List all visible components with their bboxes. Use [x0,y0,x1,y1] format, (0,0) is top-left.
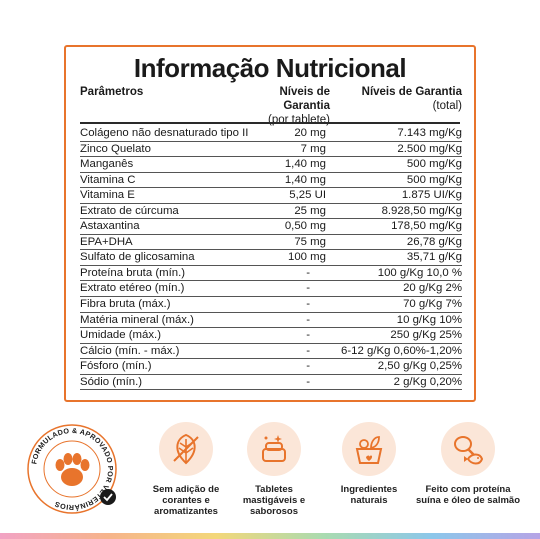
table-row: Sulfato de glicosamina 100 mg 35,71 g/Kg [80,250,462,266]
table-row: Umidade (máx.) - 250 g/Kg 25% [80,328,462,344]
feature-pork-salmon: Feito com proteína suína e óleo de salmã… [416,422,520,506]
row-total: 26,78 g/Kg [406,235,462,248]
row-per-tablet: - [306,375,310,388]
feature-label: Ingredientes naturais [340,484,398,506]
table-row: Vitamina E 5,25 UI 1.875 UI/Kg [80,188,462,204]
row-parameter: Fibra bruta (máx.) [80,298,171,311]
row-total: 250 g/Kg 25% [390,329,462,342]
row-total: 70 g/Kg 7% [403,298,462,311]
row-total: 100 g/Kg 10,0 % [377,266,462,279]
feature-icon-bg [159,422,213,476]
row-parameter: Umidade (máx.) [80,329,162,342]
row-total: 10 g/Kg 10% [396,313,462,326]
row-parameter: Matéria mineral (máx.) [80,313,194,326]
row-total: 1.875 UI/Kg [401,189,462,202]
row-parameter: Sódio (mín.) [80,375,143,388]
row-parameter: Proteína bruta (mín.) [80,266,186,279]
table-row: Fibra bruta (máx.) - 70 g/Kg 7% [80,297,462,313]
header-divider [80,122,460,124]
row-parameter: Zinco Quelato [80,142,151,155]
row-parameter: Vitamina C [80,173,136,186]
feature-natural-ingredients: Ingredientes naturais [324,422,414,506]
feature-icon-bg [247,422,301,476]
row-total: 2.500 mg/Kg [397,142,462,155]
row-parameter: Astaxantina [80,220,140,233]
table-row: Sódio (mín.) - 2 g/Kg 0,20% [80,375,462,391]
table-row: Colágeno não desnaturado tipo II 20 mg 7.1… [80,126,462,142]
table-row: Manganês 1,40 mg 500 mg/Kg [80,157,462,173]
row-total: 2 g/Kg 0,20% [393,375,462,388]
table-row: Cálcio (mín. - máx.) - 6-12 g/Kg 0,60%-1,2… [80,344,462,360]
row-total: 6-12 g/Kg 0,60%-1,20% [341,344,462,357]
row-per-tablet: - [306,313,310,326]
row-parameter: EPA+DHA [80,235,133,248]
meat-fish-icon [454,436,484,465]
nutrition-table-card: Informação Nutricional Parâmetros Níveis… [64,45,476,402]
feature-icon-bg [342,422,396,476]
leaf-icon [173,433,199,465]
table-row: Extrato etéreo (mín.) - 20 g/Kg 2% [80,281,462,298]
table-row: Fósforo (mín.) - 2,50 g/Kg 0,25% [80,359,462,375]
row-per-tablet: - [306,282,310,295]
row-parameter: Fósforo (mín.) [80,360,152,373]
row-per-tablet: 20 mg [294,127,326,139]
check-seal-icon [100,489,116,505]
row-parameter: Cálcio (mín. - máx.) [80,344,180,357]
row-per-tablet: 100 mg [288,251,326,264]
feature-label: Tabletes mastigáveis e saborosos [242,484,306,517]
table-row: Zinco Quelato 7 mg 2.500 mg/Kg [80,142,462,158]
nutrition-rows: Colágeno não desnaturado tipo II 20 mg 7.1… [80,126,462,391]
header-per-tablet-sub: (por tablete) [267,114,330,126]
row-total: 35,71 g/Kg [406,251,462,264]
row-total: 7.143 mg/Kg [397,127,462,139]
header-total: Níveis de Garantia (total) [350,85,462,113]
table-row: Vitamina C 1,40 mg 500 mg/Kg [80,173,462,189]
row-per-tablet: 25 mg [294,204,326,217]
rainbow-footer-bar [0,533,540,539]
row-per-tablet: - [306,360,310,373]
row-parameter: Vitamina E [80,189,135,202]
row-per-tablet: 0,50 mg [284,220,326,233]
row-parameter: Colágeno não desnaturado tipo II [80,127,249,139]
ingredients-basket-icon [355,436,383,464]
table-row: Matéria mineral (máx.) - 10 g/Kg 10% [80,313,462,329]
row-parameter: Extrato de cúrcuma [80,204,179,217]
row-per-tablet: 75 mg [294,235,326,248]
header-total-sub: (total) [432,100,462,112]
feature-chewable-tablets: Tabletes mastigáveis e saborosos [233,422,315,517]
row-total: 178,50 mg/Kg [391,220,462,233]
row-per-tablet: 5,25 UI [289,189,326,202]
paw-icon [55,453,90,486]
row-parameter: Extrato etéreo (mín.) [80,282,185,295]
row-total: 2,50 g/Kg 0,25% [377,360,462,373]
header-per-tablet-title: Níveis de Garantia [279,86,331,112]
header-per-tablet: Níveis de Garantia (por tablete) [256,85,330,127]
row-per-tablet: - [306,329,310,342]
row-per-tablet: - [306,344,310,357]
row-parameter: Manganês [80,158,134,171]
row-total: 500 mg/Kg [406,173,462,186]
feature-label: Feito com proteína suína e óleo de salmã… [416,484,521,506]
header-total-title: Níveis de Garantia [361,86,462,98]
tablets-icon [262,435,286,462]
veterinarian-approved-badge: FORMULADO & APROVADO POR VETERINÁRIOS [27,424,117,514]
feature-icon-bg [441,422,495,476]
row-total: 20 g/Kg 2% [403,282,462,295]
row-total: 8.928,50 mg/Kg [381,204,462,217]
row-per-tablet: 1,40 mg [284,173,326,186]
row-per-tablet: - [306,298,310,311]
table-row: Astaxantina 0,50 mg 178,50 mg/Kg [80,219,462,235]
feature-label: Sem adição de corantes e aromatizantes [152,484,220,517]
table-row: Extrato de cúrcuma 25 mg 8.928,50 mg/Kg [80,204,462,220]
row-total: 500 mg/Kg [406,158,462,171]
feature-no-additives: Sem adição de corantes e aromatizantes [141,422,231,517]
table-row: Proteína bruta (mín.) - 100 g/Kg 10,0 % [80,266,462,282]
table-title: Informação Nutricional [133,53,407,83]
row-per-tablet: 1,40 mg [284,158,326,171]
row-parameter: Sulfato de glicosamina [80,251,195,264]
row-per-tablet: 7 mg [300,142,326,155]
table-row: EPA+DHA 75 mg 26,78 g/Kg [80,235,462,251]
row-per-tablet: - [306,266,310,279]
header-parameters: Parâmetros [80,86,144,98]
